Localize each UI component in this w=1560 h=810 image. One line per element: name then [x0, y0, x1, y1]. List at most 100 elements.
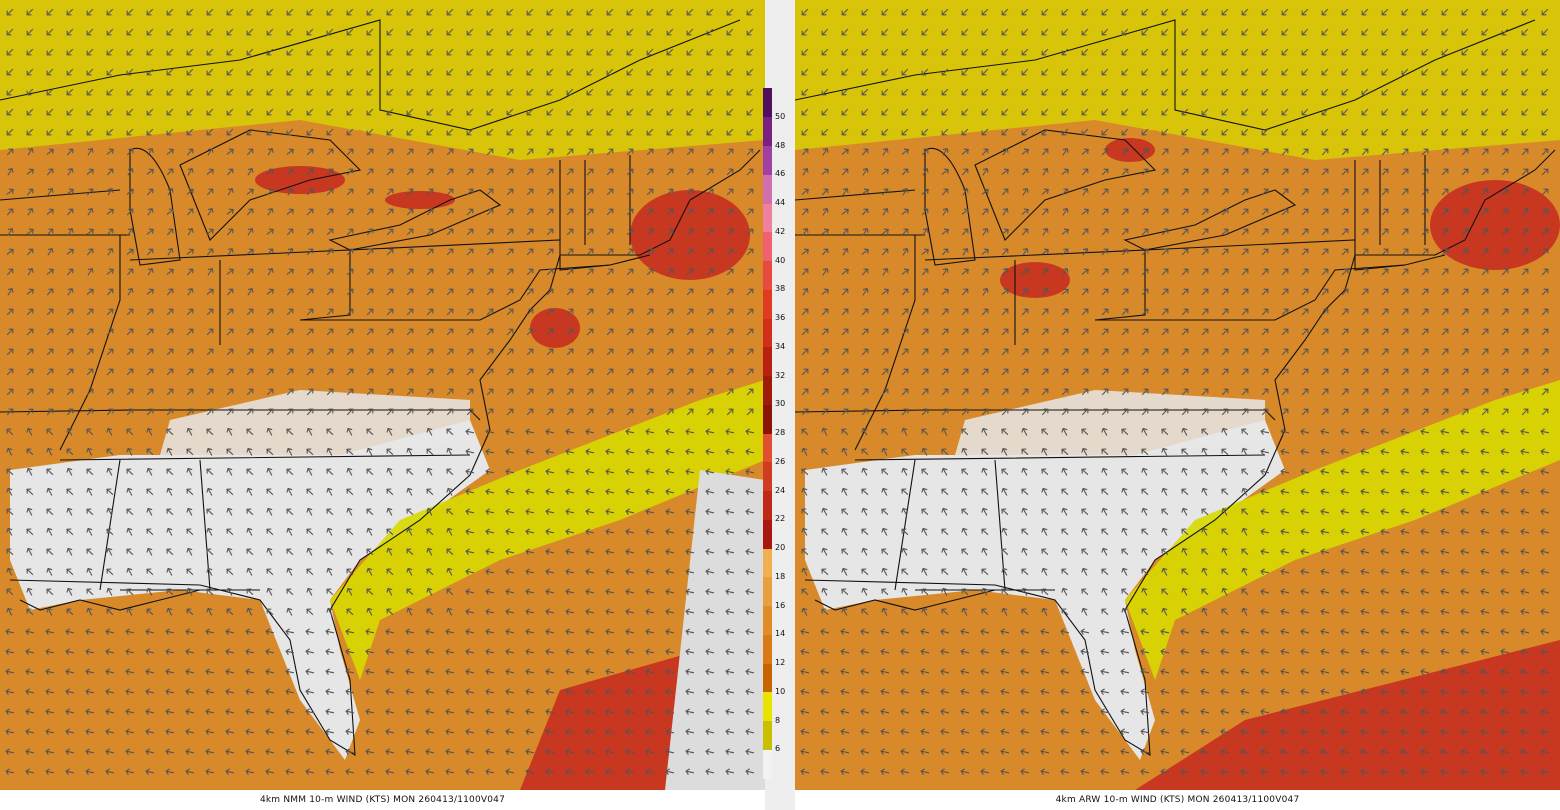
wind-arrow [1041, 188, 1049, 195]
wind-arrow [1261, 328, 1269, 336]
wind-arrow [840, 648, 850, 656]
wind-arrow [1021, 8, 1029, 16]
wind-arrow [1520, 668, 1530, 676]
wind-arrow [605, 588, 615, 596]
wind-arrow [1181, 488, 1189, 496]
wind-arrow [921, 368, 929, 376]
wind-arrow [726, 128, 734, 136]
wind-arrow [666, 148, 674, 156]
state-boundary-line [1095, 254, 1446, 321]
wind-arrow [466, 8, 474, 16]
wind-arrow [880, 768, 890, 776]
wind-arrow [1461, 348, 1469, 356]
wind-arrow [1021, 288, 1029, 296]
wind-arrow [306, 28, 314, 36]
wind-arrow [25, 768, 35, 776]
wind-arrow [1301, 148, 1309, 156]
wind-arrow [5, 728, 15, 736]
wind-arrow [1260, 528, 1270, 536]
wind-arrow [166, 148, 174, 155]
wind-arrow [1061, 348, 1069, 356]
wind-arrow [862, 287, 869, 296]
wind-arrow [940, 688, 950, 696]
wind-arrow [166, 508, 174, 516]
wind-arrow [881, 28, 889, 36]
wind-arrow [981, 68, 989, 76]
wind-arrow [565, 528, 575, 536]
wind-arrow [585, 568, 595, 576]
wind-arrow [686, 328, 694, 336]
wind-arrow [1480, 728, 1490, 736]
wind-arrow [366, 508, 374, 516]
wind-arrow [226, 568, 234, 576]
wind-arrow [1241, 567, 1248, 576]
wind-arrow [1101, 188, 1109, 196]
wind-arrow [46, 548, 54, 556]
wind-arrow [1541, 88, 1549, 96]
wind-arrow [405, 628, 415, 636]
wind-arrow [605, 508, 615, 516]
wind-arrow [705, 648, 715, 656]
wind-arrow [486, 268, 494, 276]
wind-arrow [46, 388, 54, 396]
wind-arrow [485, 768, 495, 776]
wind-arrow [6, 68, 14, 76]
wind-arrow [1220, 748, 1230, 756]
wind-arrow [1201, 68, 1209, 76]
wind-arrow [207, 147, 214, 156]
wind-arrow [365, 728, 375, 736]
wind-arrow [686, 308, 694, 316]
wind-arrow [725, 428, 735, 436]
wind-arrow [545, 568, 555, 576]
wind-arrow [425, 688, 435, 696]
wind-arrow [1181, 88, 1189, 96]
wind-arrow [505, 448, 515, 456]
wind-arrow [1520, 468, 1530, 476]
wind-arrow [1440, 448, 1450, 456]
wind-arrow [801, 128, 809, 136]
colorbar-swatch [763, 663, 772, 693]
wind-arrow [666, 308, 674, 316]
wind-arrow [626, 208, 634, 216]
wind-arrow [941, 248, 949, 256]
wind-arrow [1480, 528, 1490, 536]
wind-arrow [226, 8, 234, 16]
wind-arrow [981, 408, 989, 416]
wind-arrow [266, 88, 274, 96]
wind-arrow [1241, 588, 1249, 596]
wind-arrow [1041, 128, 1049, 136]
wind-arrow [1141, 408, 1149, 416]
wind-arrow [1480, 608, 1490, 616]
wind-arrow [1081, 148, 1089, 155]
wind-arrow [705, 528, 715, 536]
wind-arrow [525, 628, 535, 636]
wind-arrow [1280, 468, 1290, 476]
wind-arrow [1420, 688, 1430, 696]
wind-arrow [586, 68, 594, 76]
wind-arrow [466, 228, 474, 236]
wind-arrow [586, 48, 594, 56]
wind-arrow [1221, 568, 1229, 576]
wind-arrow [226, 328, 234, 336]
wind-arrow [446, 508, 454, 516]
wind-arrow [526, 108, 534, 116]
wind-arrow [1080, 648, 1090, 656]
wind-arrow [726, 308, 734, 316]
wind-arrow [1221, 168, 1229, 176]
wind-arrow [406, 328, 414, 336]
wind-arrow [585, 708, 595, 716]
wind-arrow [940, 648, 950, 656]
wind-arrow [961, 228, 969, 236]
wind-arrow [1001, 308, 1009, 316]
colorbar-swatch [763, 433, 772, 463]
wind-arrow [1181, 348, 1189, 356]
wind-arrow [1082, 187, 1089, 196]
wind-arrow [526, 268, 534, 276]
wind-arrow [465, 548, 475, 556]
wind-arrow [546, 388, 554, 396]
wind-arrow [1121, 248, 1129, 256]
wind-arrow [1321, 128, 1329, 136]
wind-arrow [1261, 128, 1269, 136]
wind-arrow [1440, 548, 1450, 556]
wind-arrow [961, 588, 969, 596]
